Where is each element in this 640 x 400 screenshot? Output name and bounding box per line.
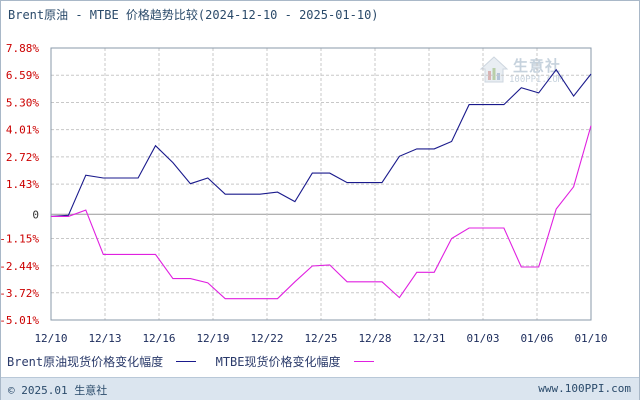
y-tick-label: 0 xyxy=(32,208,39,221)
y-tick-label: -3.72% xyxy=(1,287,39,300)
x-tick-label: 12/22 xyxy=(250,332,283,345)
y-tick-label: 7.88% xyxy=(6,42,39,55)
x-tick-label: 12/25 xyxy=(304,332,337,345)
x-tick-label: 12/10 xyxy=(34,332,67,345)
x-tick-label: 01/06 xyxy=(520,332,553,345)
plot-area-border xyxy=(50,47,592,321)
y-tick-label: 5.30% xyxy=(6,96,39,109)
x-tick-label: 01/03 xyxy=(466,332,499,345)
y-tick-label: 2.72% xyxy=(6,151,39,164)
watermark-site: 100PPI.COM xyxy=(509,75,564,85)
y-tick-label: -2.44% xyxy=(1,260,39,273)
x-tick-label: 12/19 xyxy=(196,332,229,345)
y-tick-label: -5.01% xyxy=(1,314,39,327)
x-tick-label: 12/31 xyxy=(412,332,445,345)
footer-bar: © 2025.01 生意社 www.100PPI.com xyxy=(1,377,639,400)
x-tick-label: 12/28 xyxy=(358,332,391,345)
y-tick-label: 6.59% xyxy=(6,69,39,82)
chart-title: Brent原油 - MTBE 价格趋势比较(2024-12-10 - 2025-… xyxy=(8,8,379,22)
y-tick-label: 1.43% xyxy=(6,178,39,191)
x-tick-label: 12/13 xyxy=(88,332,121,345)
legend-swatch-series-1 xyxy=(176,361,197,362)
series-line-1 xyxy=(50,68,592,217)
legend-swatch-series-2 xyxy=(353,361,374,362)
x-tick-label: 01/10 xyxy=(574,332,607,345)
y-tick-label: -1.15% xyxy=(1,233,39,246)
y-tick-label: 4.01% xyxy=(6,124,39,137)
watermark-logo-icon xyxy=(479,56,509,83)
line-chart: 7.88% 6.59% 5.30% 4.01% 2.72% 1.43% 0 -1.15% -2.… xyxy=(1,42,608,345)
legend-label-series-2: MTBE现货价格变化幅度 xyxy=(215,355,341,369)
x-tick-label: 12/16 xyxy=(142,332,175,345)
footer-site-link[interactable]: www.100PPI.com xyxy=(538,382,631,395)
series-line-2 xyxy=(51,125,592,300)
legend: Brent原油现货价格变化幅度 MTBE现货价格变化幅度 xyxy=(7,353,382,370)
footer-copyright: © 2025.01 生意社 xyxy=(8,384,108,397)
legend-label-series-1: Brent原油现货价格变化幅度 xyxy=(7,355,164,369)
